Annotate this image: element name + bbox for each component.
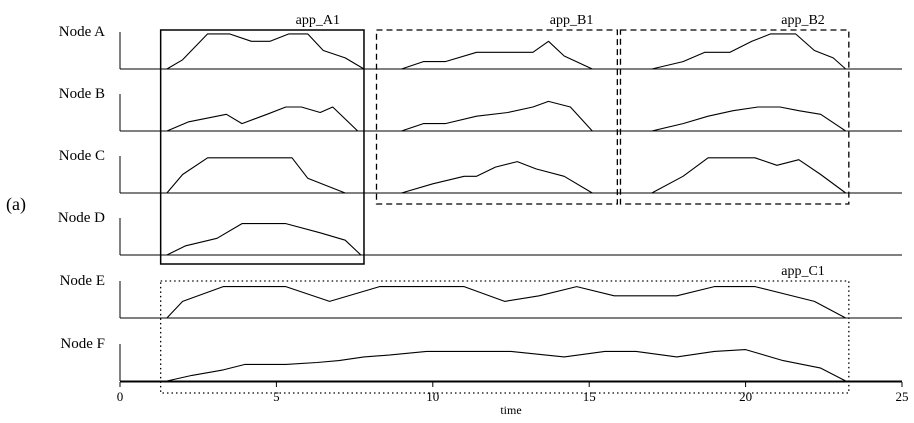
node-label: Node F (60, 336, 105, 352)
app-box (619, 29, 850, 205)
app-box (159, 29, 365, 265)
x-axis-label: time (500, 403, 521, 417)
series-line (166, 106, 359, 132)
series-line (166, 286, 846, 319)
panel-label: (a) (6, 194, 26, 215)
node-label: Node D (58, 210, 105, 226)
series-line (166, 157, 346, 194)
app-box (160, 280, 850, 394)
x-tick-label: 0 (117, 389, 124, 404)
series-line (651, 157, 847, 194)
series-line (401, 161, 593, 194)
x-tick-label: 5 (273, 389, 280, 404)
x-tick-label: 10 (426, 389, 439, 404)
x-tick-label: 25 (896, 389, 909, 404)
x-tick-label: 15 (583, 389, 596, 404)
node-label: Node A (59, 24, 105, 40)
x-tick-label: 20 (739, 389, 752, 404)
series-line (166, 349, 846, 382)
x-axis: 0 5 10 15 20 25 time (117, 381, 909, 417)
app-boxes: app_A1 app_B1 app_B2 app_C1 (159, 13, 850, 394)
series-line (651, 106, 847, 132)
app-label: app_B2 (781, 13, 825, 28)
app-label: app_A1 (296, 13, 340, 28)
app-label: app_C1 (781, 264, 825, 279)
x-ticks: 0 5 10 15 20 25 (117, 382, 909, 404)
node-label: Node C (59, 148, 105, 164)
node-rows: Node A Node B Node C Node D Node E Node F (58, 24, 902, 382)
series-line (166, 33, 365, 70)
series-line (401, 40, 593, 70)
node-label: Node B (59, 86, 105, 102)
app-label: app_B1 (550, 13, 594, 28)
series-line (401, 100, 593, 132)
node-label: Node E (60, 273, 105, 289)
series-line (651, 33, 847, 70)
app-box (375, 29, 619, 205)
series-line (166, 223, 362, 256)
